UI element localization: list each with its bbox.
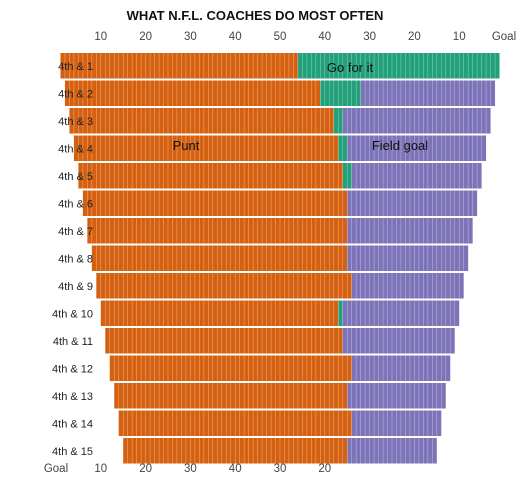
bottom-axis-ticks: Goal 10 20 30 40 30 20	[44, 463, 331, 475]
top-tick-label: 10	[453, 31, 466, 43]
bottom-tick-label: 40	[229, 463, 242, 475]
bar-fg-row-2	[360, 80, 496, 106]
row-label: 4th & 12	[52, 363, 93, 375]
bottom-tick-label: 20	[318, 463, 331, 475]
bars-group	[60, 53, 500, 464]
row-label: 4th & 13	[52, 391, 93, 403]
bar-punt-row-14	[118, 410, 352, 436]
bar-fg-row-14	[351, 410, 442, 436]
bottom-tick-label: 30	[274, 463, 287, 475]
row-label: 4th & 8	[58, 253, 93, 265]
row-label: 4th & 2	[58, 88, 93, 100]
chart-title: WHAT N.F.L. COACHES DO MOST OFTEN	[127, 8, 384, 23]
top-tick-label: 30	[363, 31, 376, 43]
bar-fg-row-7	[347, 218, 473, 244]
bar-punt-row-7	[87, 218, 348, 244]
bar-punt-row-10	[100, 300, 339, 326]
field-goal-annotation: Field goal	[372, 138, 428, 153]
bar-punt-row-1	[60, 53, 298, 79]
row-label: 4th & 4	[58, 143, 93, 155]
top-tick-label: 20	[408, 31, 421, 43]
row-label: 4th & 10	[52, 308, 93, 320]
bar-fg-row-10	[342, 300, 460, 326]
bar-fg-row-13	[347, 383, 446, 409]
top-tick-label: Goal	[492, 31, 516, 43]
bottom-tick-label: 10	[94, 463, 107, 475]
bar-punt-row-11	[105, 328, 343, 354]
bar-punt-row-8	[91, 245, 348, 271]
bar-go-row-4	[338, 135, 348, 161]
row-label: 4th & 14	[52, 418, 93, 430]
bar-fg-row-5	[351, 163, 482, 189]
top-tick-label: 30	[184, 31, 197, 43]
bar-punt-row-4	[73, 135, 339, 161]
bar-fg-row-11	[342, 328, 455, 354]
bar-punt-row-12	[109, 355, 352, 381]
row-label: 4th & 1	[58, 61, 93, 73]
bar-fg-row-15	[347, 438, 437, 464]
row-label: 4th & 6	[58, 198, 93, 210]
top-tick-label: 50	[274, 31, 287, 43]
bar-punt-row-6	[82, 190, 348, 216]
top-tick-label: 20	[139, 31, 152, 43]
bar-go-row-5	[342, 163, 352, 189]
bottom-tick-label: 30	[184, 463, 197, 475]
bar-go-row-10	[338, 300, 343, 326]
top-tick-label: 40	[318, 31, 331, 43]
bar-go-row-1	[297, 53, 500, 79]
bar-go-row-2	[320, 80, 361, 106]
punt-annotation: Punt	[173, 138, 200, 153]
bar-fg-row-4	[347, 135, 487, 161]
bar-punt-row-5	[78, 163, 343, 189]
bar-fg-row-3	[342, 108, 491, 134]
row-label: 4th & 11	[53, 336, 93, 348]
row-label: 4th & 3	[58, 116, 93, 128]
top-axis-ticks: 10 20 30 40 50 40 30 20 10 Goal	[94, 31, 516, 43]
bar-fg-row-6	[347, 190, 478, 216]
bar-punt-row-9	[96, 273, 352, 299]
go-for-it-annotation: Go for it	[327, 60, 374, 75]
bottom-tick-label: Goal	[44, 463, 68, 475]
row-label: 4th & 15	[52, 446, 93, 458]
bar-punt-row-13	[114, 383, 348, 409]
bar-punt-row-3	[69, 108, 334, 134]
bottom-tick-label: 20	[139, 463, 152, 475]
bar-punt-row-15	[123, 438, 348, 464]
row-label: 4th & 7	[58, 226, 93, 238]
bar-fg-row-8	[347, 245, 469, 271]
row-label: 4th & 5	[58, 171, 93, 183]
row-labels: 4th & 1 4th & 2 4th & 3 4th & 4 4th & 5 4th &…	[52, 61, 93, 458]
series-annotations: Punt Go for it Field goal	[173, 60, 429, 153]
bar-fg-row-9	[351, 273, 464, 299]
bar-punt-row-2	[64, 80, 321, 106]
top-tick-label: 10	[94, 31, 107, 43]
bar-go-row-3	[333, 108, 343, 134]
top-tick-label: 40	[229, 31, 242, 43]
row-label: 4th & 9	[58, 281, 93, 293]
bar-fg-row-12	[351, 355, 451, 381]
